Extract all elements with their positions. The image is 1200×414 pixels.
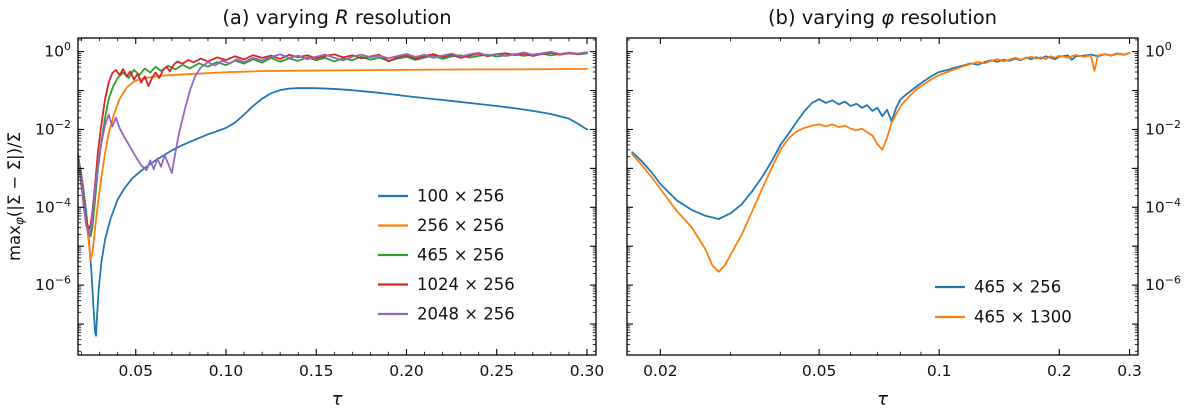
series-line-465-1300 (631, 52, 1131, 273)
legend-label: 256 × 256 (417, 216, 504, 235)
x-tick-label: 0.20 (389, 362, 424, 380)
series-line-2048-256 (78, 50, 588, 236)
legend-label: 100 × 256 (417, 187, 504, 206)
series-line-465-256 (78, 52, 588, 238)
y-tick-label: 10−4 (35, 196, 71, 217)
series-lines (631, 52, 1131, 273)
x-tick-label: 0.02 (643, 362, 678, 380)
legend-label: 465 × 1300 (974, 308, 1072, 327)
plot-frame (626, 37, 1139, 356)
x-tick-label: 0.05 (802, 362, 837, 380)
legend-label: 465 × 256 (974, 278, 1061, 297)
y-tick-label: 10−4 (1145, 196, 1181, 217)
series-line-100-256 (78, 87, 588, 337)
legend: 100 × 256 256 × 256 465 × 256 1024 × 256 204… (378, 187, 515, 324)
tick-labels: 0.05 0.10 0.15 0.20 0.25 0.30 100 10−2 10−4 10−6 (35, 40, 604, 380)
panel-a-chart: 0.05 0.10 0.15 0.20 0.25 0.30 100 10−2 10−4 10−6 1… (5, 6, 604, 410)
x-tick-label: 0.2 (1047, 362, 1072, 380)
tick-labels: 0.02 0.05 0.1 0.2 0.3 100 10−2 10−4 10−6 (643, 40, 1181, 380)
legend: 465 × 256 465 × 1300 (935, 278, 1072, 327)
series-line-1024-256 (78, 51, 588, 230)
legend-label: 465 × 256 (417, 246, 504, 265)
panel-b-chart: 0.02 0.05 0.1 0.2 0.3 100 10−2 10−4 10−6 465 × 25… (626, 6, 1181, 410)
y-tick-label: 100 (44, 40, 71, 61)
series-line-465-256 (631, 52, 1131, 220)
y-axis-label: maxφ(|Σ − Σ̄|)/Σ̄ (5, 132, 27, 261)
legend-label: 1024 × 256 (417, 275, 515, 294)
axis-minor-ticks (78, 38, 596, 355)
y-tick-label: 100 (1145, 40, 1172, 61)
x-tick-label: 0.30 (570, 362, 605, 380)
y-tick-label: 10−6 (1145, 274, 1181, 295)
x-tick-label: 0.25 (479, 362, 514, 380)
y-tick-label: 10−2 (1145, 118, 1181, 139)
axis-ticks (78, 38, 596, 355)
x-tick-label: 0.10 (209, 362, 244, 380)
plot-frame (77, 37, 597, 356)
series-lines (78, 50, 588, 337)
chart-title: (b) varying φ resolution (768, 6, 997, 29)
y-tick-label: 10−6 (35, 274, 71, 295)
series-line-256-256 (78, 68, 588, 261)
legend-label: 2048 × 256 (417, 305, 515, 324)
axis-minor-ticks (627, 38, 1138, 355)
x-tick-label: 0.15 (299, 362, 334, 380)
x-axis-label: τ (877, 389, 888, 410)
x-axis-label: τ (332, 389, 343, 410)
axis-ticks (627, 38, 1138, 355)
chart-title: (a) varying R resolution (222, 6, 451, 29)
x-tick-label: 0.1 (927, 362, 952, 380)
x-tick-label: 0.3 (1117, 362, 1142, 380)
y-tick-label: 10−2 (35, 118, 71, 139)
x-tick-label: 0.05 (118, 362, 153, 380)
